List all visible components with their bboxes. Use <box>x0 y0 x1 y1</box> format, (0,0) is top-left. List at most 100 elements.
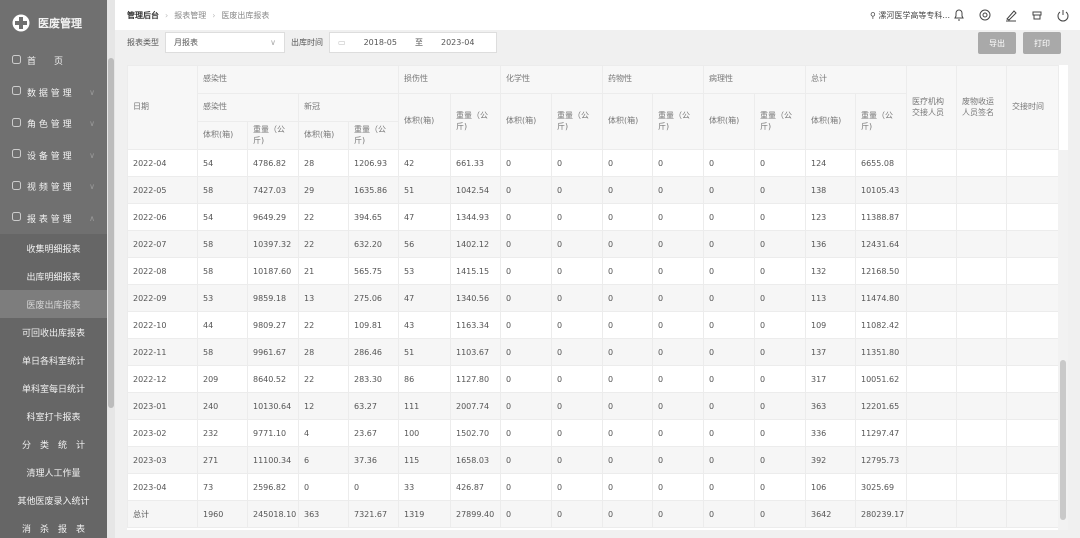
range-sep: 至 <box>415 38 423 47</box>
table-cell: 0 <box>703 149 755 177</box>
submenu-item[interactable]: 其他医废录入统计 <box>0 486 107 514</box>
export-button[interactable]: 导出 <box>978 32 1016 54</box>
table-cell: 73 <box>197 473 248 501</box>
table-cell: 0 <box>551 230 603 258</box>
table-cell: 27899.40 <box>450 500 501 528</box>
table-cell: 0 <box>652 392 704 420</box>
menu-item[interactable]: 数 据 管 理 ∨ <box>0 77 107 109</box>
table-cell: 2023-03 <box>127 446 198 474</box>
table-cell: 28 <box>298 149 349 177</box>
print-button[interactable]: 打印 <box>1023 32 1061 54</box>
empty-cell <box>1006 392 1059 420</box>
user[interactable]: ⚲ 漯河医学高等专科... <box>869 11 950 20</box>
submenu-item[interactable]: 收集明细报表 <box>0 234 107 262</box>
empty-cell <box>906 257 957 285</box>
table-cell: 1127.80 <box>450 365 501 393</box>
power-icon[interactable] <box>1056 8 1070 22</box>
empty-cell <box>956 365 1007 393</box>
table-cell: 0 <box>602 500 653 528</box>
skin-icon[interactable] <box>1030 8 1044 22</box>
submenu-item[interactable]: 出库明细报表 <box>0 262 107 290</box>
logo-icon <box>12 14 30 31</box>
table-cell: 29 <box>298 176 349 204</box>
menu-item[interactable]: 首 页 <box>0 45 107 77</box>
header-cell: 重量（公斤) <box>247 121 299 150</box>
type-select[interactable]: 月报表 ∨ <box>165 32 285 53</box>
table-cell: 1402.12 <box>450 230 501 258</box>
table-cell: 10130.64 <box>247 392 299 420</box>
table-cell: 0 <box>500 257 552 285</box>
empty-cell <box>1006 203 1059 231</box>
menu-item[interactable]: 视 频 管 理 ∨ <box>0 171 107 203</box>
table-cell: 28 <box>298 338 349 366</box>
table-cell: 42 <box>398 149 451 177</box>
table-cell: 136 <box>805 230 856 258</box>
menu: 首 页数 据 管 理 ∨ 角 色 管 理 ∨ 设 备 管 理 ∨ 视 频 管 理 ∨ 报 表 管… <box>0 45 107 538</box>
empty-cell <box>956 419 1007 447</box>
table-row: 2022-06 54 9649.29 22 394.65 47 1344.93 0 0 0 0 0 0 1… <box>127 203 1059 231</box>
table-cell: 1344.93 <box>450 203 501 231</box>
empty-cell <box>956 392 1007 420</box>
table-cell: 0 <box>551 149 603 177</box>
table-cell: 4786.82 <box>247 149 299 177</box>
table-cell: 9771.10 <box>247 419 299 447</box>
submenu-item[interactable]: 医废出库报表 <box>0 290 107 318</box>
table-row: 2023-03 271 11100.34 6 37.36 115 1658.03 0 0 0 0 0 0… <box>127 446 1059 474</box>
table-cell: 0 <box>602 149 653 177</box>
table-cell: 53 <box>398 257 451 285</box>
menu-item[interactable]: 设 备 管 理 ∨ <box>0 140 107 172</box>
submenu-item[interactable]: 单日各科室统计 <box>0 346 107 374</box>
table-cell: 0 <box>500 230 552 258</box>
submenu-item[interactable]: 科室打卡报表 <box>0 402 107 430</box>
table-cell: 10105.43 <box>855 176 907 204</box>
table-cell: 2022-10 <box>127 311 198 339</box>
settings-icon[interactable] <box>978 8 992 22</box>
table-cell: 0 <box>754 500 806 528</box>
table-cell: 109 <box>805 311 856 339</box>
menu-icon <box>12 212 21 224</box>
table-cell: 283.30 <box>348 365 399 393</box>
table-cell: 11082.42 <box>855 311 907 339</box>
table-cell: 0 <box>703 257 755 285</box>
submenu-item[interactable]: 清理人工作量 <box>0 458 107 486</box>
submenu-item[interactable]: 分 类 统 计 <box>0 430 107 458</box>
table-cell: 2022-08 <box>127 257 198 285</box>
edit-icon[interactable] <box>1004 8 1018 22</box>
header-cell: 病理性 <box>703 65 806 94</box>
table-cell: 0 <box>703 365 755 393</box>
submenu-item[interactable]: 可回收出库报表 <box>0 318 107 346</box>
table-row: 2022-12 209 8640.52 22 283.30 86 1127.80 0 0 0 0 0 0… <box>127 365 1059 393</box>
table-cell: 0 <box>754 473 806 501</box>
empty-cell <box>906 500 957 528</box>
date-range[interactable]: ▭ 2018-05 至 2023-04 <box>329 32 497 53</box>
submenu-item[interactable]: 消 杀 报 表 <box>0 514 107 538</box>
table-row: 2022-11 58 9961.67 28 286.46 51 1103.67 0 0 0 0 0 0 1… <box>127 338 1059 366</box>
bell-icon[interactable] <box>952 8 966 22</box>
table-cell: 0 <box>602 203 653 231</box>
table-cell: 10187.60 <box>247 257 299 285</box>
table-cell: 209 <box>197 365 248 393</box>
table-cell: 1163.34 <box>450 311 501 339</box>
menu-arrow: ∨ <box>89 182 95 192</box>
table-cell: 0 <box>703 311 755 339</box>
table-cell: 11297.47 <box>855 419 907 447</box>
table-cell: 10397.32 <box>247 230 299 258</box>
table-cell: 9649.29 <box>247 203 299 231</box>
table-cell: 394.65 <box>348 203 399 231</box>
empty-cell <box>956 176 1007 204</box>
table-cell: 9859.18 <box>247 284 299 312</box>
table-cell: 426.87 <box>450 473 501 501</box>
table-cell: 22 <box>298 311 349 339</box>
table-cell: 1635.86 <box>348 176 399 204</box>
breadcrumb[interactable]: 管理后台 <box>127 10 159 20</box>
menu-item[interactable]: 报 表 管 理 ∧ <box>0 203 107 235</box>
submenu-item[interactable]: 单科室每日统计 <box>0 374 107 402</box>
filter-label: 出库时间 <box>291 38 323 47</box>
table-cell: 3642 <box>805 500 856 528</box>
breadcrumb[interactable]: 报表管理 <box>174 10 207 20</box>
table-row: 2022-09 53 9859.18 13 275.06 47 1340.56 0 0 0 0 0 0 1… <box>127 284 1059 312</box>
table-cell: 0 <box>652 230 704 258</box>
menu-item[interactable]: 角 色 管 理 ∨ <box>0 108 107 140</box>
table-cell: 54 <box>197 203 248 231</box>
user-name[interactable]: 漯河医学高等专科... <box>878 11 950 20</box>
